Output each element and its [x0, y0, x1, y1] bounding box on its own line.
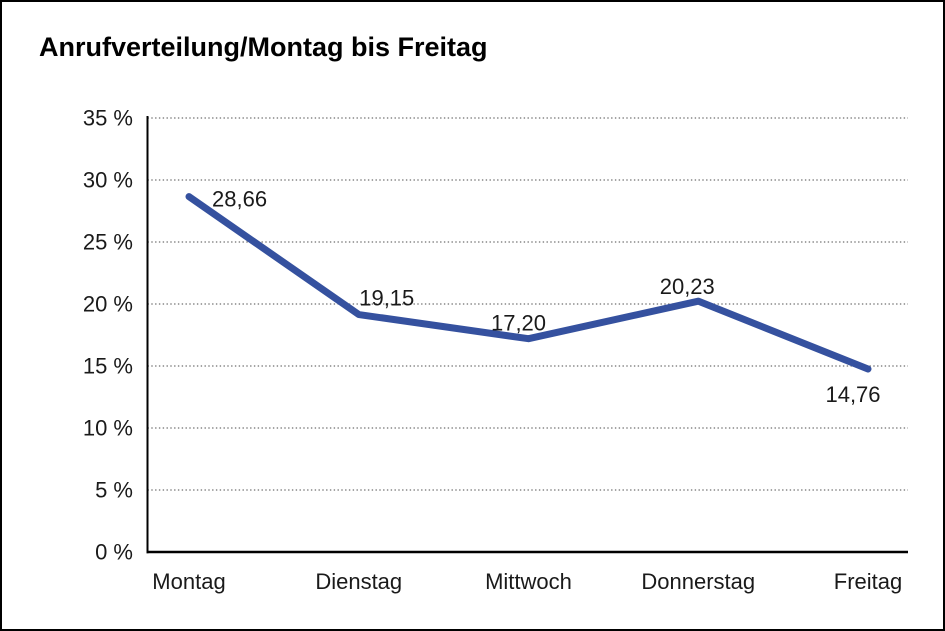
data-label: 28,66	[212, 187, 267, 212]
y-axis-tick-label: 35 %	[83, 106, 133, 131]
y-axis-tick-label: 30 %	[83, 168, 133, 193]
x-axis-label: Donnerstag	[641, 569, 755, 594]
data-label: 14,76	[825, 382, 880, 407]
data-label: 17,20	[491, 311, 546, 336]
x-axis-label: Montag	[152, 569, 225, 594]
x-axis-label: Dienstag	[315, 569, 402, 594]
series-line	[185, 193, 872, 373]
y-axis-tick-label: 20 %	[83, 292, 133, 317]
y-axis-tick-label: 25 %	[83, 230, 133, 255]
x-axis-label: Freitag	[834, 569, 902, 594]
y-axis-tick-label: 5 %	[95, 478, 133, 503]
y-axis-tick-label: 15 %	[83, 354, 133, 379]
chart-title: Anrufverteilung/Montag bis Freitag	[39, 32, 488, 62]
data-label: 20,23	[660, 274, 715, 299]
y-axis-tick-label: 10 %	[83, 416, 133, 441]
y-axis-tick-label: 0 %	[95, 540, 133, 565]
data-label: 19,15	[359, 286, 414, 311]
x-axis-label: Mittwoch	[485, 569, 572, 594]
